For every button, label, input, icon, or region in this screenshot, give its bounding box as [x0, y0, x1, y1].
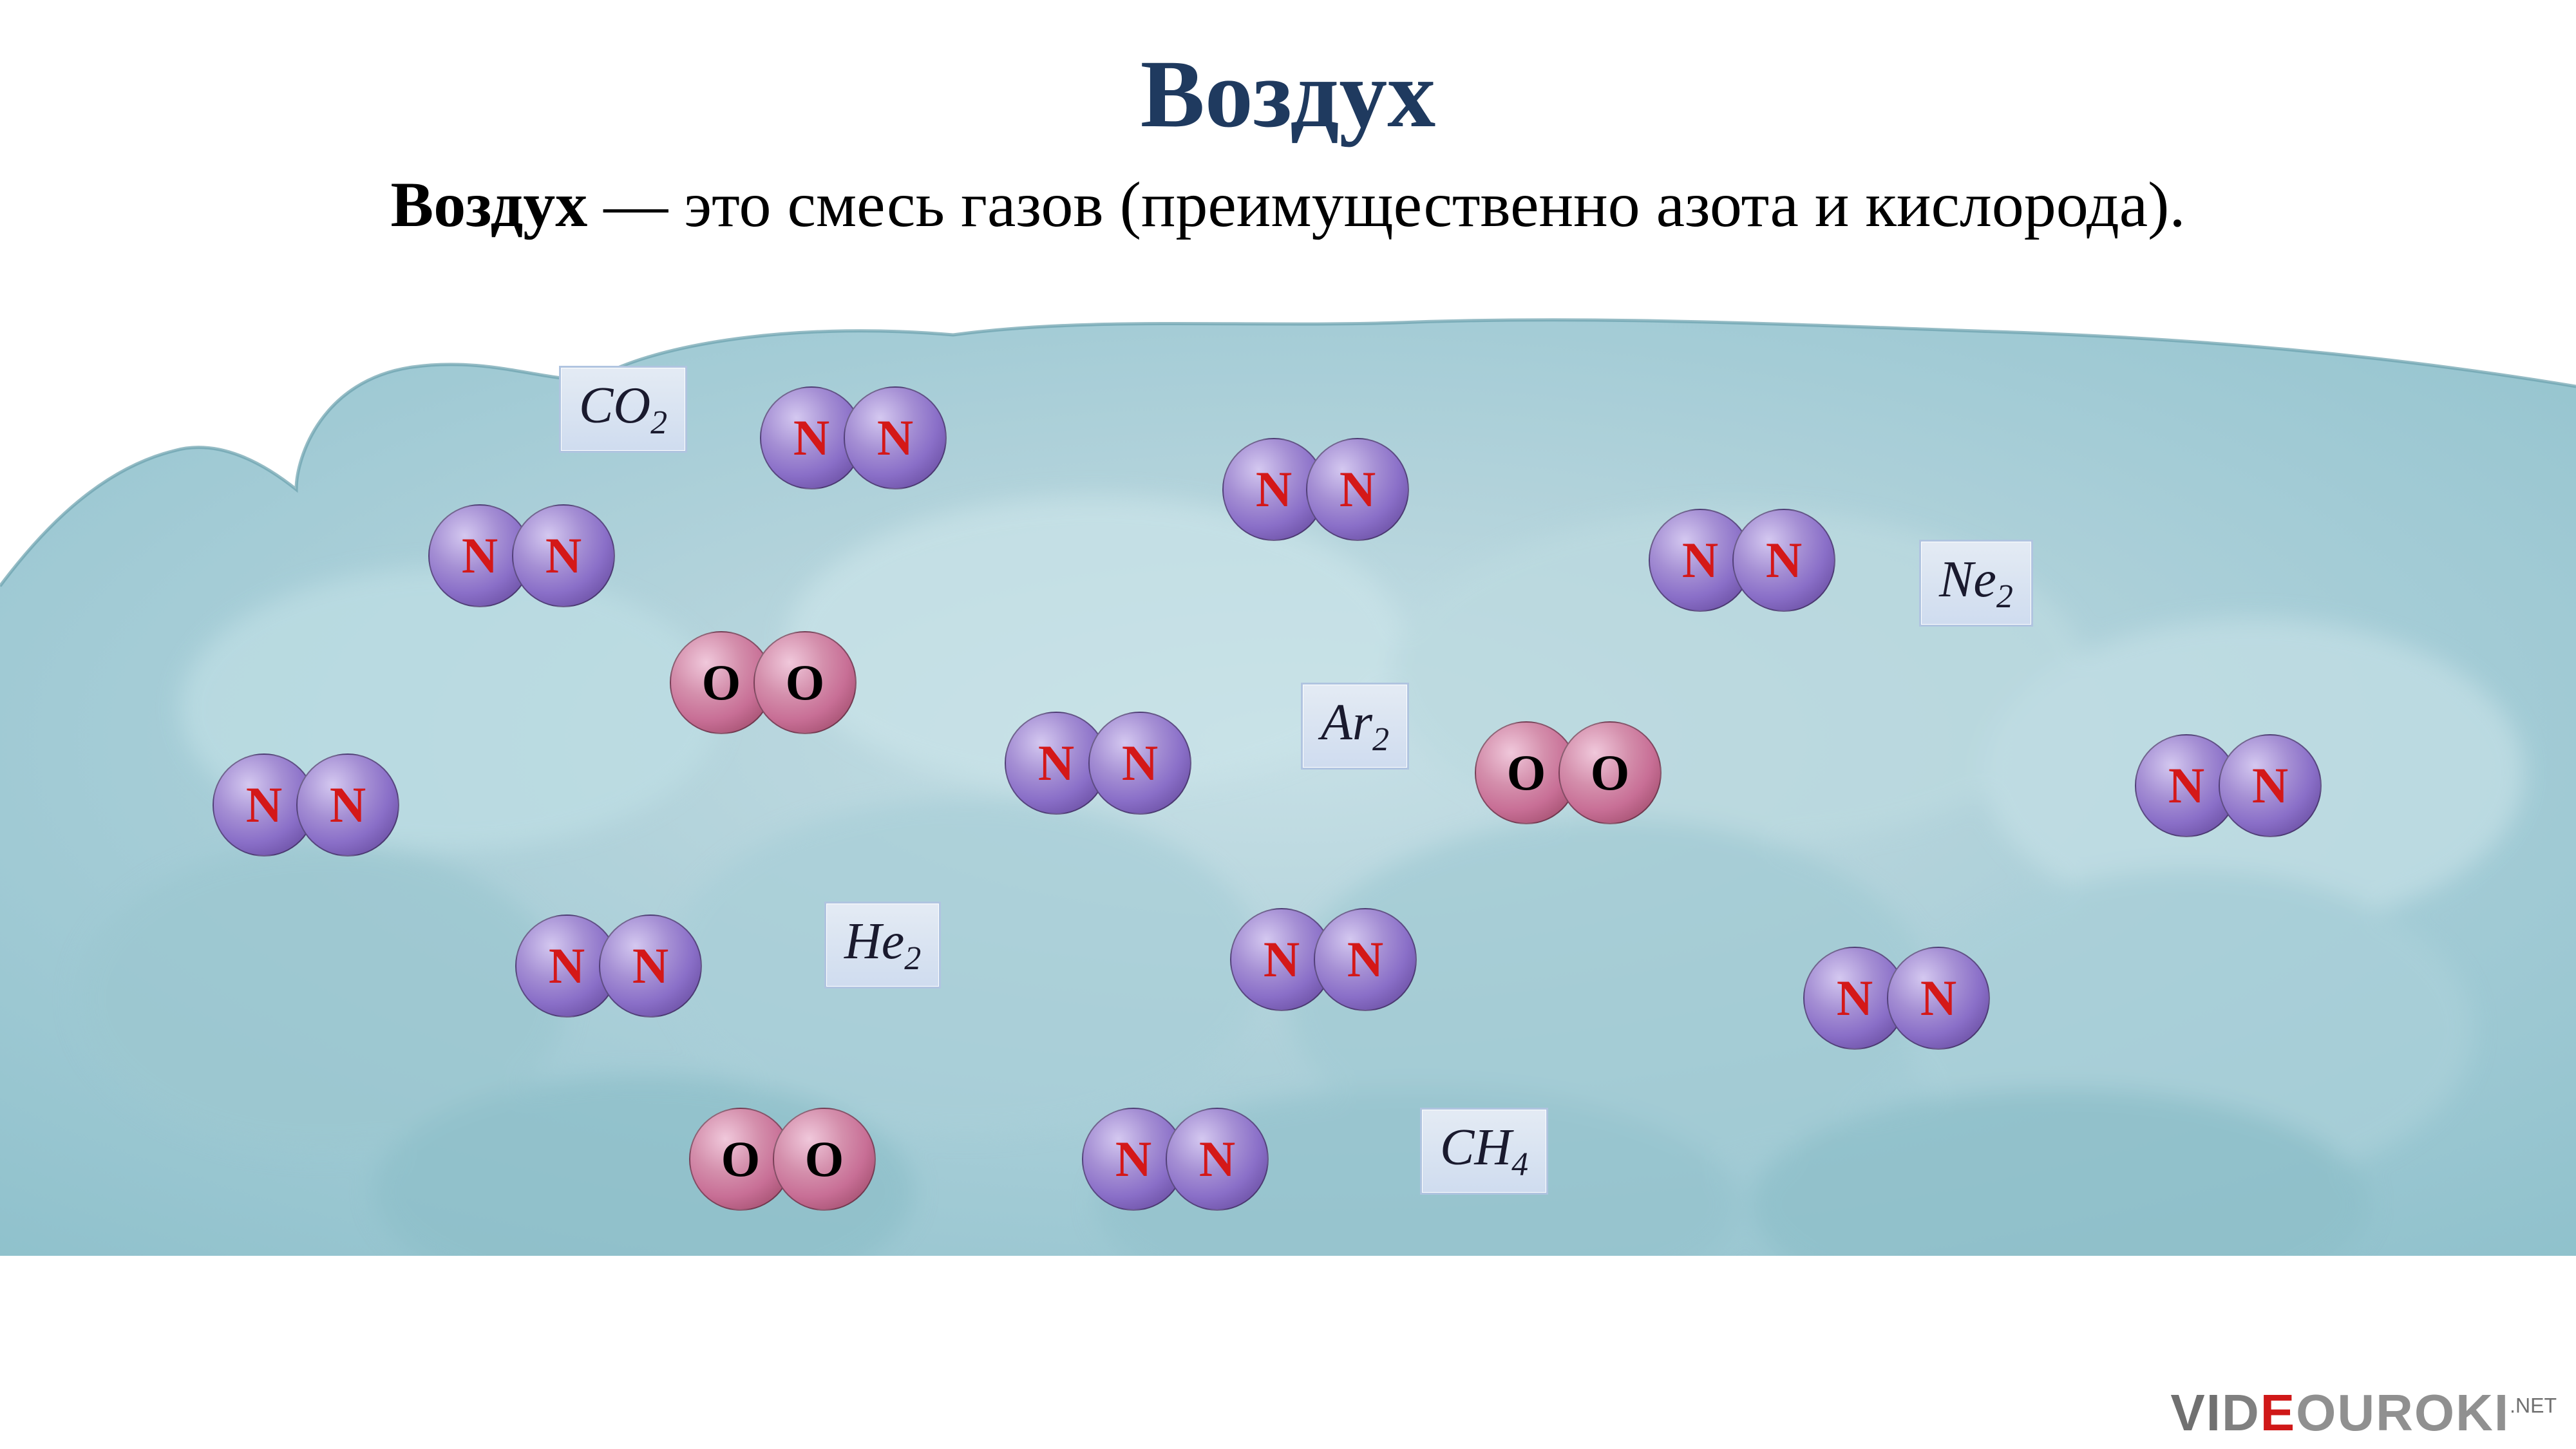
logo-part2: D [2222, 1384, 2260, 1441]
nitrogen-atom: N [1088, 712, 1191, 815]
subtitle-bold: Воздух [391, 169, 604, 240]
gas-label: He2 [824, 902, 941, 989]
nitrogen-molecule: NN [1230, 908, 1417, 1011]
nitrogen-molecule: NN [1082, 1108, 1269, 1211]
nitrogen-molecule: NN [2135, 734, 2322, 837]
gas-label: CH4 [1420, 1108, 1548, 1195]
gas-label: Ar2 [1301, 683, 1409, 770]
nitrogen-atom: N [1314, 908, 1417, 1011]
subtitle-rest: — это смесь газов (преимущественно азота… [603, 169, 2185, 240]
nitrogen-atom: N [296, 753, 399, 857]
logo-net: .NET [2510, 1394, 2557, 1417]
nitrogen-atom: N [1166, 1108, 1269, 1211]
nitrogen-atom: N [599, 914, 702, 1018]
nitrogen-molecule: NN [760, 386, 947, 489]
nitrogen-molecule: NN [1803, 947, 1990, 1050]
nitrogen-molecule: NN [1005, 712, 1191, 815]
nitrogen-molecule: NN [428, 504, 615, 607]
oxygen-molecule: OO [689, 1108, 876, 1211]
gas-label: CO2 [559, 366, 687, 453]
videouroki-logo: VIDEOUROKI.NET [2170, 1383, 2557, 1443]
nitrogen-molecule: NN [515, 914, 702, 1018]
oxygen-molecule: OO [1475, 721, 1662, 824]
logo-part1: VI [2170, 1384, 2222, 1441]
logo-part3: E [2260, 1384, 2296, 1441]
oxygen-atom: O [1558, 721, 1662, 824]
oxygen-atom: O [773, 1108, 876, 1211]
nitrogen-molecule: NN [1649, 509, 1835, 612]
oxygen-atom: O [753, 631, 857, 734]
nitrogen-molecule: NN [1222, 438, 1409, 541]
nitrogen-atom: N [1306, 438, 1409, 541]
gas-label: Ne2 [1919, 540, 2033, 627]
page-subtitle: Воздух — это смесь газов (преимущественн… [0, 167, 2576, 242]
nitrogen-atom: N [1732, 509, 1835, 612]
nitrogen-atom: N [2219, 734, 2322, 837]
nitrogen-atom: N [512, 504, 615, 607]
nitrogen-atom: N [844, 386, 947, 489]
oxygen-molecule: OO [670, 631, 857, 734]
logo-part4: OUROKI [2296, 1384, 2510, 1441]
nitrogen-atom: N [1887, 947, 1990, 1050]
page-title: Воздух [0, 39, 2576, 149]
nitrogen-molecule: NN [213, 753, 399, 857]
